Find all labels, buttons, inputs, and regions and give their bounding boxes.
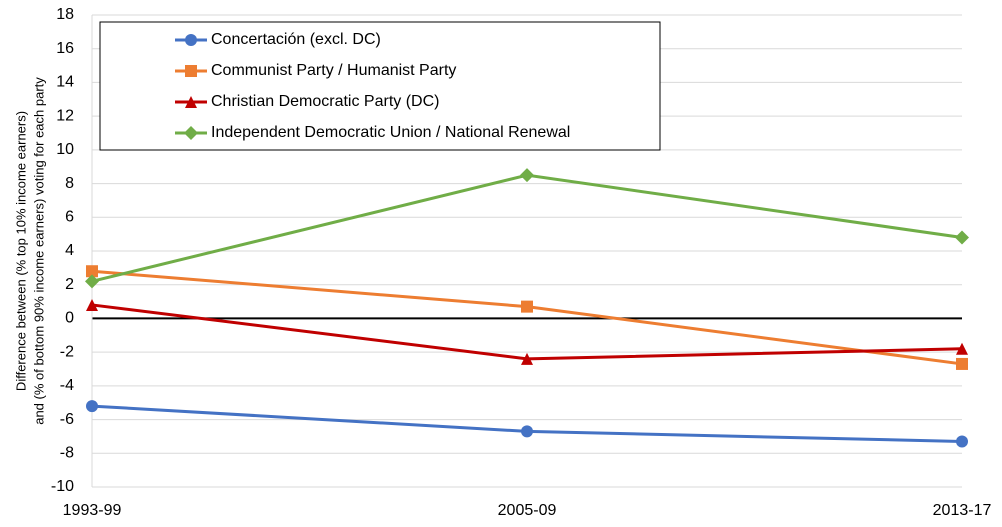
legend-label: Christian Democratic Party (DC) (211, 93, 439, 110)
y-tick-label: -6 (60, 411, 74, 428)
x-tick-label: 2013-17 (933, 502, 992, 519)
marker (185, 34, 197, 46)
marker (185, 65, 197, 77)
marker (956, 342, 968, 355)
y-tick-label: -2 (60, 343, 74, 360)
x-tick-label: 2005-09 (498, 502, 557, 519)
marker (956, 357, 968, 370)
marker (86, 265, 98, 278)
y-tick-label: -10 (51, 478, 74, 495)
legend-label: Concertación (excl. DC) (211, 31, 381, 48)
y-tick-label: 4 (65, 242, 74, 259)
marker (521, 300, 533, 313)
y-tick-label: 6 (65, 209, 74, 226)
y-tick-label: 12 (56, 107, 74, 124)
y-tick-label: 0 (65, 310, 74, 327)
legend-label: Independent Democratic Union / National … (211, 124, 570, 141)
marker (956, 435, 968, 448)
y-axis-label: Difference between (% top 10% income ear… (13, 111, 28, 391)
series-line (91, 173, 963, 283)
y-tick-label: 8 (65, 175, 74, 192)
marker (520, 168, 534, 183)
y-tick-label: 16 (56, 40, 74, 57)
legend-label: Communist Party / Humanist Party (211, 62, 456, 79)
y-tick-label: -4 (60, 377, 74, 394)
y-axis-label: and (% of bottom 90% income earners) vot… (31, 77, 46, 425)
marker (185, 96, 197, 108)
x-tick-label: 1993-99 (63, 502, 122, 519)
marker (86, 298, 98, 311)
y-tick-label: 10 (56, 141, 74, 158)
y-tick-label: 18 (56, 6, 74, 23)
marker (184, 126, 198, 140)
series-line (91, 303, 963, 361)
y-tick-label: 2 (65, 276, 74, 293)
marker (85, 274, 99, 289)
marker (955, 230, 969, 245)
y-tick-label: 14 (56, 74, 74, 91)
marker (521, 352, 533, 365)
marker (86, 400, 98, 413)
marker (521, 425, 533, 438)
y-tick-label: -8 (60, 445, 74, 462)
